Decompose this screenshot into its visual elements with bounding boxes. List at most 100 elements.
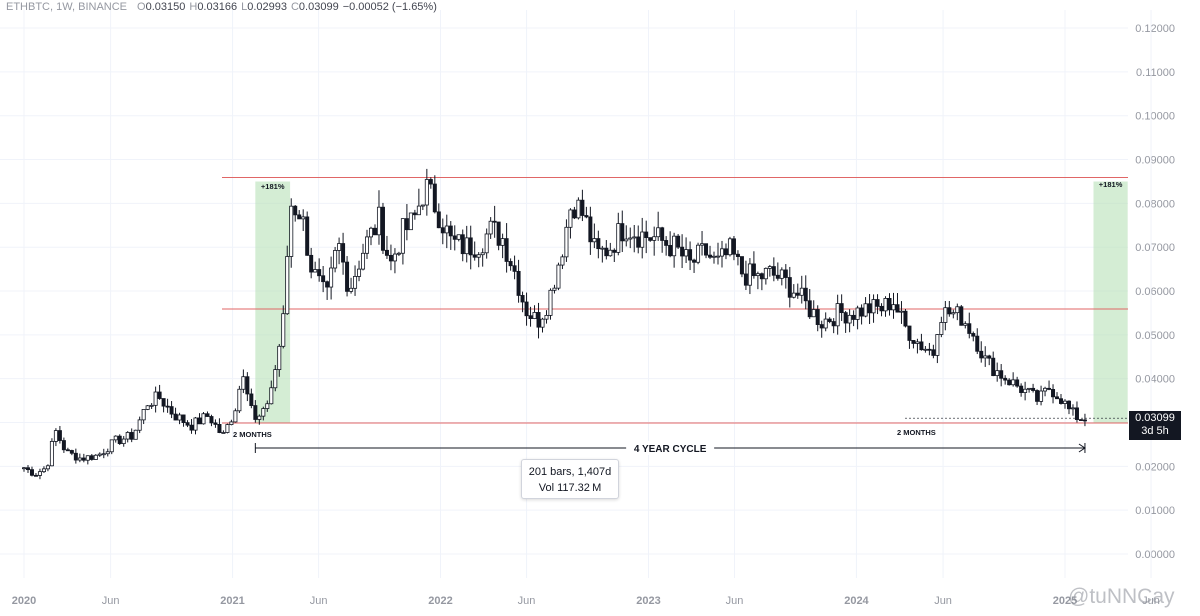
candle-body [564,226,569,258]
candle-body [321,275,326,283]
candle-body [887,298,892,311]
candle-body [967,323,972,334]
candle-body [496,221,501,246]
candle-body [273,369,278,389]
x-tick-label: Jun [1142,595,1160,607]
candle-body [25,467,30,471]
candle-body [241,376,246,390]
candle-body [839,303,844,314]
candle-body [1003,377,1008,381]
candle-body [1007,379,1012,386]
candle-body [145,405,150,410]
y-tick-label: 0.12000 [1135,23,1175,35]
candle-body [257,415,262,420]
candle-body [408,212,413,231]
candle-body [65,449,70,452]
candle-body [357,268,362,277]
candle-body [1015,379,1020,387]
candle-body [1066,400,1071,410]
candle-body [648,237,653,241]
candle-body [620,223,625,242]
candle-body [664,240,669,246]
candle-body [89,455,94,460]
candle-body [743,273,748,286]
candle-body [337,243,342,251]
candle-body [735,253,740,257]
candle-body [855,307,860,320]
candle-body [1055,396,1060,400]
candle-body [93,454,98,460]
candle-body [436,211,441,229]
candle-body [568,209,573,228]
candle-body [907,325,912,341]
candle-body [592,238,597,243]
candle-body [113,435,118,441]
candle-body [1023,388,1028,393]
range-bars: 201 bars, 1,407d [528,466,612,478]
candle-body [137,419,142,431]
candle-body [365,236,370,254]
candle-body [361,252,366,270]
range-stats-box: 201 bars, 1,407d Vol 117.32 M [521,459,619,499]
candle-body [995,370,1000,377]
candle-body [696,244,701,263]
gain-label-right: +181% [1099,180,1123,189]
candle-body [739,256,744,275]
candle-body [484,233,489,254]
candle-body [265,403,270,409]
candle-body [440,227,445,234]
candle-body [672,235,677,257]
x-tick-label: Jun [102,595,120,607]
candle-body [712,255,717,258]
candle-body [53,430,58,442]
candle-body [157,391,162,399]
candle-body [85,455,90,461]
candle-body [201,413,206,425]
candle-body [209,416,214,424]
candle-body [955,306,960,314]
candle-body [899,310,904,313]
candle-body [233,410,238,423]
candle-body [875,299,880,307]
green-zone [1093,181,1128,423]
candle-body [863,303,868,317]
open-value: 0.03150 [145,1,186,13]
candle-body [727,238,732,256]
candle-body [891,304,896,311]
candle-body [281,313,286,347]
close-value: 0.03099 [298,1,339,13]
candle-body [193,417,198,431]
candle-body [1031,387,1036,391]
candle-body [516,270,521,296]
candle-body [803,287,808,302]
candle-body [823,318,828,329]
y-tick-label: 0.04000 [1135,374,1175,386]
candle-body [1039,390,1044,402]
high-value: 0.03166 [197,1,238,13]
open-label: O [137,1,146,13]
candle-body [747,263,752,286]
candle-body [915,341,920,344]
candle-body [229,421,234,425]
candle-body [1035,390,1040,402]
candle-body [225,424,230,433]
candle-body [237,388,242,412]
candle-body [420,204,425,207]
candle-body [368,227,373,238]
candle-body [612,249,617,253]
candle-body [604,247,609,257]
candle-body [895,304,900,313]
candle-body [1019,385,1024,393]
x-tick-label: 2025 [1053,595,1077,607]
candle-body [297,214,302,220]
candle-body [33,474,38,477]
candle-body [301,216,306,220]
candle-body [169,406,174,415]
candle-body [879,305,884,312]
range-volume: Vol 117.32 M [538,482,602,494]
candle-body [293,205,298,216]
candle-body [763,267,768,280]
candle-body [333,250,338,269]
candle-body [384,249,389,256]
